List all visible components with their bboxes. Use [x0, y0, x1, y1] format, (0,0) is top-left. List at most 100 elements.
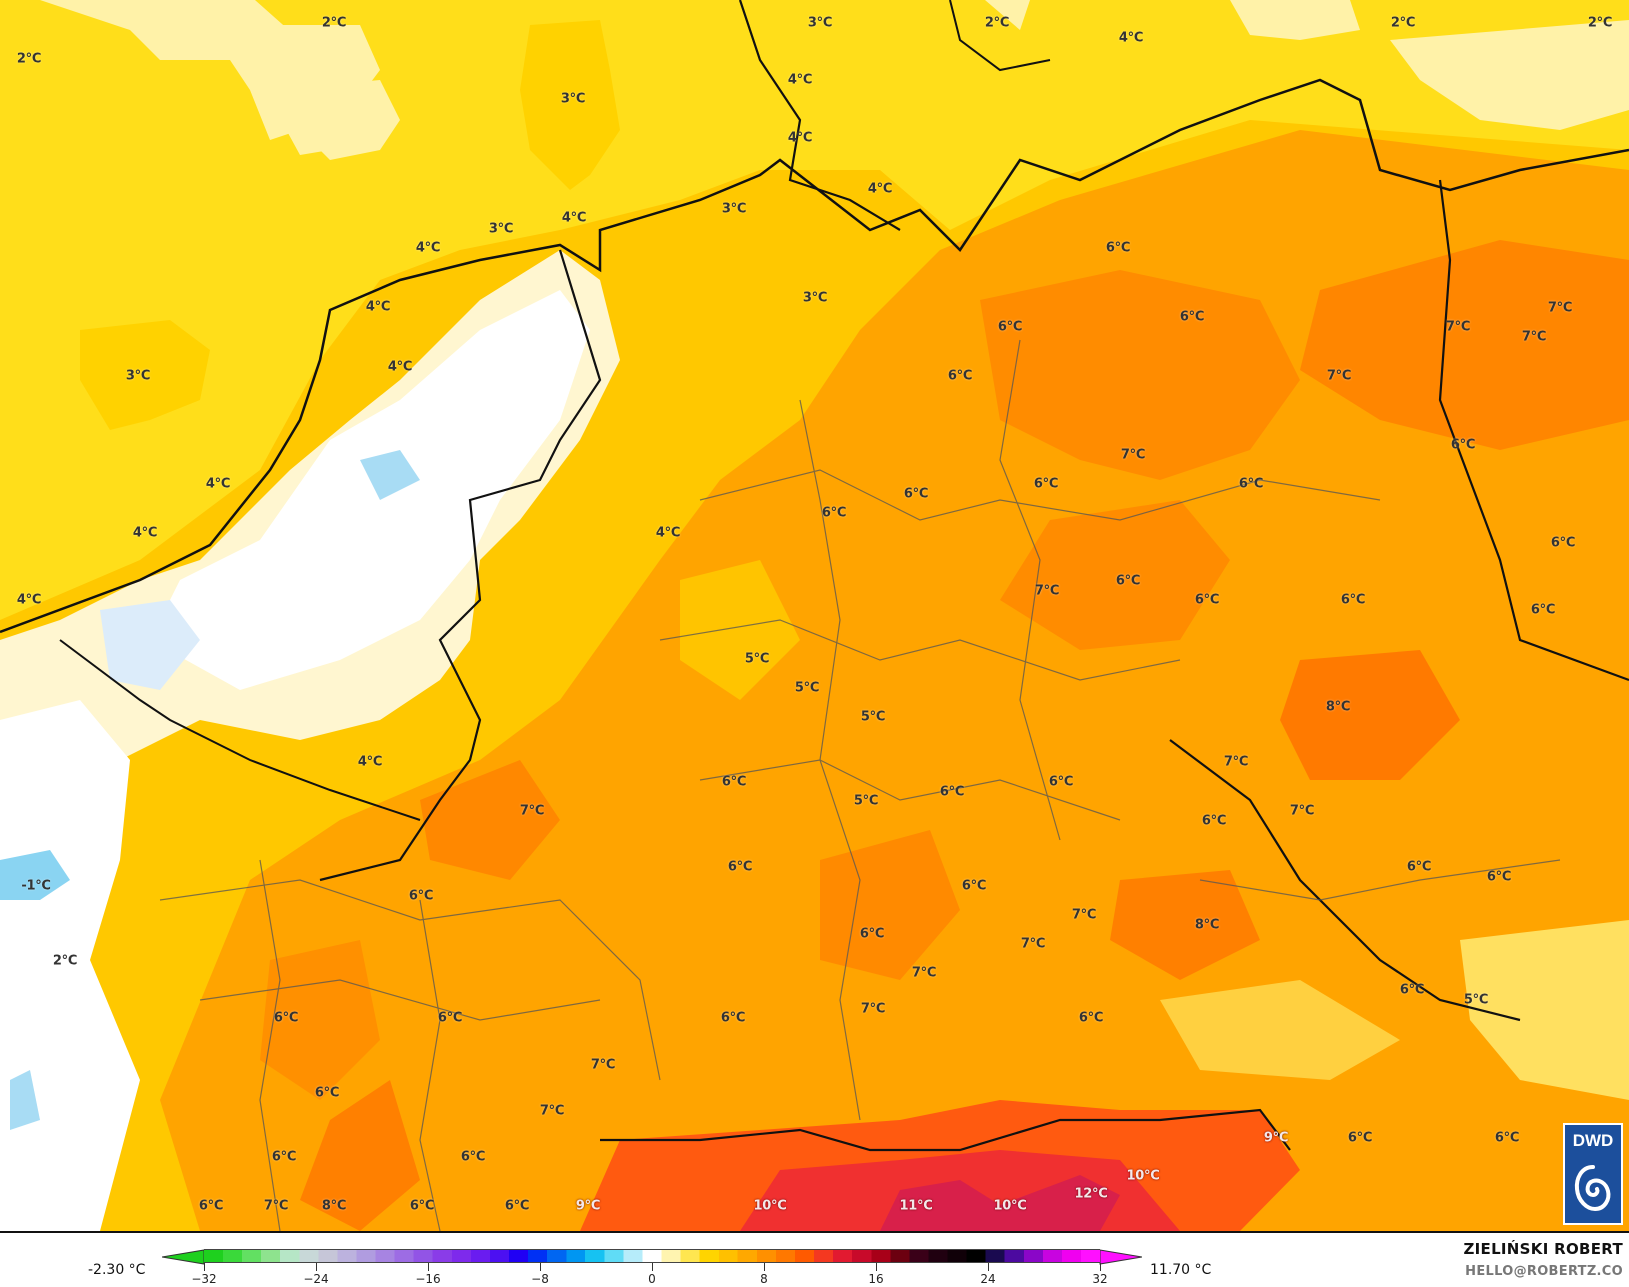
- temperature-label: 6°C: [1550, 535, 1576, 551]
- colorbar: [162, 1249, 1142, 1271]
- temperature-label: 6°C: [504, 1198, 530, 1214]
- temperature-label: 6°C: [1340, 592, 1366, 608]
- temperature-label: 7°C: [1120, 447, 1146, 463]
- temperature-label: 4°C: [867, 181, 893, 197]
- temperature-label: 7°C: [1289, 803, 1315, 819]
- temperature-map: 2°C 2°C 3°C 3°C 2°C 4°C 2°C 2°C 4°C 4°C 4°C 3°C 3°C 4…: [0, 0, 1629, 1233]
- temperature-label: 6°C: [903, 486, 929, 502]
- temperature-label: 7°C: [1547, 300, 1573, 316]
- colorbar-tick: [540, 1263, 541, 1271]
- temperature-label: 4°C: [415, 240, 441, 256]
- temperature-label: 3°C: [721, 201, 747, 217]
- temperature-label: 6°C: [1033, 476, 1059, 492]
- colorbar-tick: [316, 1263, 317, 1271]
- colorbar-tick: [988, 1263, 989, 1271]
- colorbar-tick-label: −8: [531, 1272, 549, 1286]
- temperature-label: 6°C: [1486, 869, 1512, 885]
- temperature-label: 6°C: [1115, 573, 1141, 589]
- temperature-label: 6°C: [939, 784, 965, 800]
- temperature-label: 7°C: [263, 1198, 289, 1214]
- temperature-label: 4°C: [787, 72, 813, 88]
- temperature-label: 6°C: [198, 1198, 224, 1214]
- colorbar-tick: [428, 1263, 429, 1271]
- temperature-label: 7°C: [1223, 754, 1249, 770]
- temperature-label: 5°C: [853, 793, 879, 809]
- temperature-label: 6°C: [1530, 602, 1556, 618]
- temperature-label: 6°C: [997, 319, 1023, 335]
- temperature-label: 12°C: [1074, 1186, 1108, 1202]
- temperature-label: 7°C: [590, 1057, 616, 1073]
- temperature-label: 3°C: [807, 15, 833, 31]
- colorbar-tick-label: −32: [191, 1272, 217, 1286]
- colorbar-tick: [876, 1263, 877, 1271]
- temperature-label: 2°C: [52, 953, 78, 969]
- temperature-label: 7°C: [1521, 329, 1547, 345]
- colorbar-tick: [652, 1263, 653, 1271]
- temperature-label: 3°C: [125, 368, 151, 384]
- temperature-label: 6°C: [460, 1149, 486, 1165]
- temperature-label: 7°C: [1020, 936, 1046, 952]
- temperature-label: 7°C: [519, 803, 545, 819]
- temperature-label: 2°C: [321, 15, 347, 31]
- temperature-label: 7°C: [539, 1103, 565, 1119]
- dwd-logo-text: DWD: [1572, 1131, 1614, 1150]
- temperature-label: 6°C: [409, 1198, 435, 1214]
- temperature-label: 4°C: [787, 130, 813, 146]
- temperature-label: 4°C: [205, 476, 231, 492]
- temperature-label: 6°C: [1238, 476, 1264, 492]
- temperature-label: -1°C: [21, 878, 51, 894]
- temperature-label: 6°C: [437, 1010, 463, 1026]
- temperature-label: 6°C: [727, 859, 753, 875]
- temperature-label: 4°C: [357, 754, 383, 770]
- colorbar-tick-label: 0: [648, 1272, 656, 1286]
- temperature-label: 7°C: [1445, 319, 1471, 335]
- temperature-label: 6°C: [721, 774, 747, 790]
- temperature-label: 5°C: [1463, 992, 1489, 1008]
- temperature-label: 6°C: [821, 505, 847, 521]
- temperature-label: 6°C: [1450, 437, 1476, 453]
- colorbar-min-label: -2.30 °C: [88, 1262, 146, 1278]
- temperature-label: 6°C: [271, 1149, 297, 1165]
- colorbar-tick-label: 8: [760, 1272, 768, 1286]
- temperature-label: 3°C: [802, 290, 828, 306]
- temperature-label: 10°C: [753, 1198, 787, 1214]
- temperature-label: 6°C: [1201, 813, 1227, 829]
- temperature-label: 6°C: [859, 926, 885, 942]
- temperature-label: 8°C: [321, 1198, 347, 1214]
- temperature-label: 4°C: [561, 210, 587, 226]
- temperature-label: 7°C: [911, 965, 937, 981]
- temperature-label: 6°C: [720, 1010, 746, 1026]
- author-email: HELLO@ROBERTZ.CO: [1465, 1264, 1623, 1279]
- colorbar-tick-label: −16: [415, 1272, 441, 1286]
- temperature-label: 4°C: [16, 592, 42, 608]
- dwd-logo: DWD: [1563, 1123, 1623, 1225]
- colorbar-tick-label: −24: [303, 1272, 329, 1286]
- temperature-label: 6°C: [1399, 982, 1425, 998]
- temperature-label: 6°C: [961, 878, 987, 894]
- temperature-label: 6°C: [273, 1010, 299, 1026]
- map-background: [0, 0, 1629, 1231]
- temperature-label: 6°C: [1347, 1130, 1373, 1146]
- colorbar-tick: [1100, 1263, 1101, 1271]
- temperature-label: 5°C: [744, 651, 770, 667]
- author-credit: ZIELIŃSKI ROBERT: [1463, 1240, 1623, 1258]
- temperature-label: 6°C: [1105, 240, 1131, 256]
- temperature-label: 6°C: [1494, 1130, 1520, 1146]
- temperature-label: 9°C: [1263, 1130, 1289, 1146]
- temperature-label: 6°C: [314, 1085, 340, 1101]
- temperature-label: 2°C: [16, 51, 42, 67]
- temperature-label: 6°C: [1179, 309, 1205, 325]
- temperature-label: 10°C: [1126, 1168, 1160, 1184]
- temperature-label: 6°C: [1048, 774, 1074, 790]
- temperature-label: 2°C: [1587, 15, 1613, 31]
- temperature-label: 6°C: [947, 368, 973, 384]
- temperature-label: 6°C: [408, 888, 434, 904]
- temperature-label: 6°C: [1406, 859, 1432, 875]
- temperature-label: 2°C: [1390, 15, 1416, 31]
- swirl-icon: [1574, 1165, 1611, 1212]
- temperature-label: 4°C: [365, 299, 391, 315]
- colorbar-tick: [764, 1263, 765, 1271]
- colorbar-tick-label: 24: [980, 1272, 996, 1286]
- temperature-label: 3°C: [488, 221, 514, 237]
- temperature-label: 8°C: [1325, 699, 1351, 715]
